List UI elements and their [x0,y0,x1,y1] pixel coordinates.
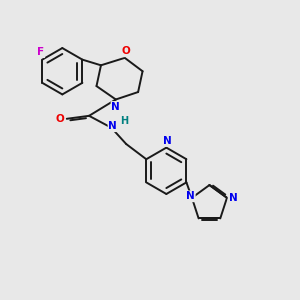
Text: N: N [186,191,195,201]
Text: O: O [56,114,64,124]
Text: O: O [122,46,130,56]
Text: N: N [229,193,237,203]
Text: F: F [37,47,44,57]
Text: N: N [164,136,172,146]
Text: N: N [109,121,117,131]
Text: N: N [111,102,120,112]
Text: H: H [120,116,128,126]
